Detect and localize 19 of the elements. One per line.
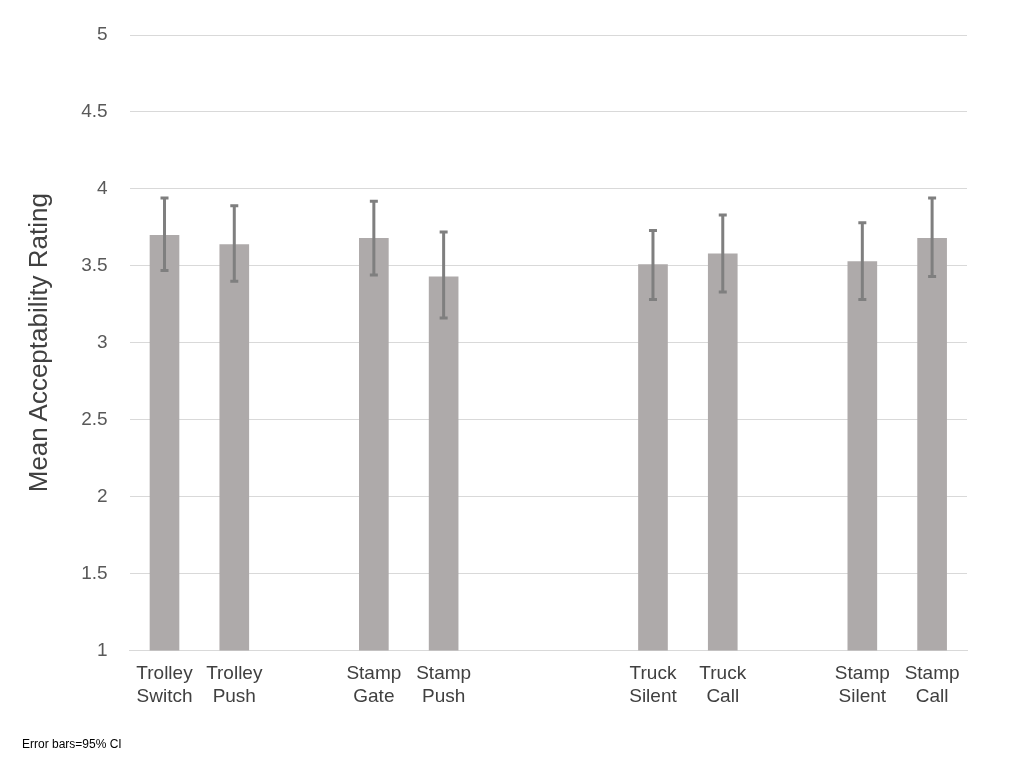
x-tick-label: Stamp Gate bbox=[346, 662, 402, 706]
y-axis-title: Mean Acceptability Rating bbox=[22, 193, 53, 493]
x-tick-label: Stamp Call bbox=[904, 662, 960, 706]
x-tick-label: Truck Call bbox=[699, 662, 747, 706]
text: Error bars=95% CI bbox=[22, 737, 122, 751]
y-tick-label: 1.5 bbox=[81, 561, 108, 583]
x-tick-label: Trolley Push bbox=[206, 662, 263, 706]
y-tick-label: 4.5 bbox=[81, 100, 108, 122]
y-tick-label: 4 bbox=[97, 177, 109, 199]
y-tick-label: 3 bbox=[97, 330, 108, 352]
y-tick-label: 5 bbox=[97, 23, 108, 45]
y-tick-label: 2.5 bbox=[81, 407, 108, 429]
y-tick-label: 3.5 bbox=[81, 254, 108, 276]
y-tick-label: 2 bbox=[97, 484, 108, 506]
y-tick-label: 1 bbox=[97, 638, 108, 660]
x-tick-label: Trolley Switch bbox=[136, 662, 194, 706]
x-tick-label: Stamp Silent bbox=[834, 662, 890, 706]
x-tick-label: Truck Silent bbox=[629, 662, 678, 706]
x-tick-label: Stamp Push bbox=[416, 662, 472, 706]
